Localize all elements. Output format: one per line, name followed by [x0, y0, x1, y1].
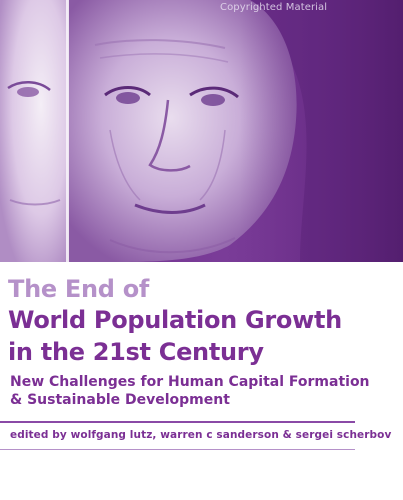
cover-photo: Copyrighted Material — [0, 0, 403, 262]
editors-divider-bottom — [0, 449, 355, 450]
elderly-woman-portrait-icon — [0, 0, 403, 262]
subtitle-line-1: New Challenges for Human Capital Formati… — [10, 374, 370, 390]
title-line-2: World Population Growth — [8, 306, 342, 334]
title-line-1: The End of — [8, 275, 150, 303]
title-line-3: in the 21st Century — [8, 338, 264, 366]
editors-divider-top — [0, 421, 355, 423]
copyright-watermark: Copyrighted Material — [220, 2, 328, 13]
editors-prefix: edited by — [10, 429, 67, 441]
editors-names: wolfgang lutz, warren c sanderson & serg… — [70, 429, 392, 441]
editors-credit: edited by wolfgang lutz, warren c sander… — [10, 429, 391, 441]
subtitle-line-2: & Sustainable Development — [10, 392, 230, 408]
